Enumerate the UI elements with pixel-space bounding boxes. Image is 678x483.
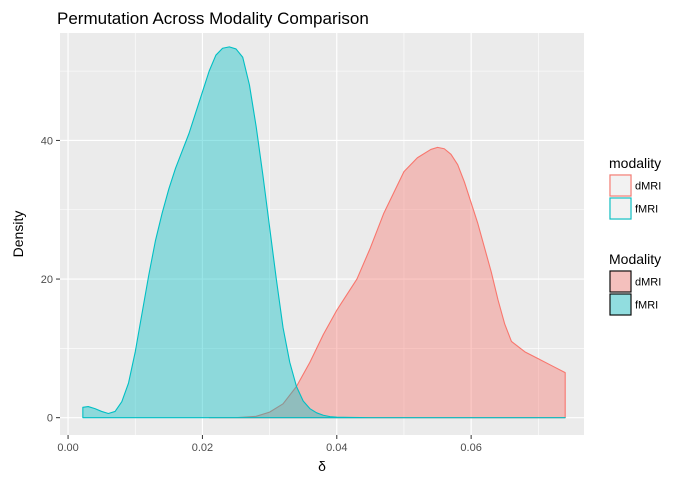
legend-label: fMRI (635, 300, 658, 312)
legend-label: fMRI (635, 204, 658, 216)
legend-key-bg (609, 197, 632, 220)
y-tick-label: 20 (41, 274, 53, 286)
y-axis: 0 20 40 (41, 135, 60, 425)
legend-key-filled (609, 270, 632, 293)
legend-key-outline (609, 174, 632, 197)
legend-label: dMRI (635, 277, 661, 289)
legend-title: Modality (609, 251, 661, 267)
legend-key-bg (609, 293, 632, 316)
series-layer (82, 46, 566, 419)
legend-key-filled (609, 293, 632, 316)
density-area-dmri (208, 146, 566, 419)
x-axis: 0.00 0.02 0.04 0.06 (57, 435, 482, 454)
x-axis-title: δ (318, 458, 326, 474)
legend-key-bg (609, 270, 632, 293)
y-tick-label: 40 (41, 135, 53, 147)
legend-outline: modality dMRI fMRI (609, 155, 661, 220)
legend-label: dMRI (635, 181, 661, 193)
legend-filled: Modality dMRI fMRI (609, 251, 661, 316)
x-tick-label: 0.04 (326, 442, 347, 454)
x-tick-label: 0.02 (192, 442, 213, 454)
chart-title: Permutation Across Modality Comparison (57, 9, 369, 28)
x-tick-label: 0.06 (460, 442, 481, 454)
y-axis-title: Density (10, 211, 26, 258)
x-tick-label: 0.00 (57, 442, 78, 454)
legend-key-outline (609, 197, 632, 220)
y-tick-label: 0 (47, 413, 53, 425)
legend-title: modality (609, 155, 661, 171)
plot-panel (60, 33, 584, 435)
grid-minor (60, 33, 584, 435)
legend-area: modality dMRI fMRI Modality dMRI fMRI (609, 155, 661, 316)
density-area-fmri (82, 46, 566, 419)
legend-key-bg (609, 174, 632, 197)
